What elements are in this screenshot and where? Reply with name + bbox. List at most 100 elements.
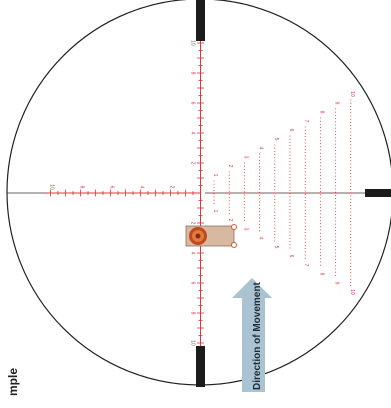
lead-dot [213,202,215,204]
lead-dot [335,143,337,145]
lead-dot [259,163,261,165]
lead-dot [319,187,321,189]
lead-dot [350,195,352,197]
lead-dot [259,223,261,225]
lead-dot [319,219,321,221]
lead-dot [304,203,306,205]
lead-dot [335,223,337,225]
lead-dot [304,152,306,154]
lead-dot [350,115,352,117]
lead-dot [304,180,306,182]
lead-dot [259,211,261,213]
lead-dot [304,196,306,198]
lead-dot [304,251,306,253]
lead-dot [350,125,352,127]
lead-dot [335,262,337,264]
lead-dot [335,191,337,193]
lead-dot [350,121,352,123]
vertical-scale-ticks [197,42,204,344]
lead-dot [304,161,306,163]
lead-dot [350,144,352,146]
lead-dot [350,112,352,114]
lead-dot [274,227,276,229]
lead-dot [304,193,306,195]
lead-dot [274,208,276,210]
lead-dot [335,239,337,241]
lead-dot [335,271,337,273]
lead-dot [335,182,337,184]
lead-dot [350,272,352,274]
lead-dot [350,137,352,139]
lead-dot [350,205,352,207]
lead-dot [335,226,337,228]
lead-dot [274,214,276,216]
lead-dot [289,154,291,156]
lead-dot [243,162,245,164]
vertical-scale-labels: 10 8 6 4 2 2 4 6 8 10 [190,40,196,346]
lead-dot [274,160,276,162]
target-handle [231,242,237,248]
lead-dot [304,216,306,218]
lead-dot [304,171,306,173]
lead-dot [350,99,352,101]
lead-dot [289,228,291,230]
lead-dot [304,257,306,259]
lead-dot [335,172,337,174]
lead-dot [259,230,261,232]
lead-dot [335,169,337,171]
lead-dot [228,171,230,173]
lead-dot [319,184,321,186]
lead-dot [319,261,321,263]
lead-dot [319,239,321,241]
right-post [365,189,391,197]
lead-dot [304,168,306,170]
right-lead-label: 4 [258,147,264,150]
lower-lead-label: 6 [288,255,294,258]
lead-dot [335,150,337,152]
lead-dot [289,202,291,204]
lead-dot [350,265,352,267]
lead-dot [274,234,276,236]
lead-dot [289,177,291,179]
vertical-scale-label: 8 [190,312,196,315]
lead-dot [259,172,261,174]
right-lead-label: 3 [242,156,248,159]
lead-dot [228,190,230,192]
lead-dot [335,178,337,180]
lead-dot [335,166,337,168]
lead-dot [319,210,321,212]
lead-dot [350,227,352,229]
lead-dot [319,152,321,154]
lead-dot [335,114,337,116]
lead-dot [350,131,352,133]
vertical-scale-label: 6 [190,102,196,105]
lead-dot [304,212,306,214]
bottom-post [196,346,205,387]
lead-dot [304,132,306,134]
lead-dot [243,172,245,174]
lead-dot [213,193,215,195]
lead-dot [335,214,337,216]
lead-dot [304,244,306,246]
lead-dot [289,138,291,140]
lead-dot [350,160,352,162]
lead-dot [335,130,337,132]
lead-dot [304,254,306,256]
lead-dot [274,198,276,200]
lead-dot [228,177,230,179]
vertical-scale-label: 2 [190,162,196,165]
lead-dot [274,205,276,207]
lead-dot [243,184,245,186]
lower-lead-label: 7 [303,264,309,267]
lead-dot [259,198,261,200]
lead-dot [243,216,245,218]
lead-dot [289,247,291,249]
lead-dot [274,150,276,152]
lead-dot [350,198,352,200]
lead-dot [350,237,352,239]
lead-dot [259,201,261,203]
lead-dot [335,194,337,196]
lead-dot [304,241,306,243]
lead-dot [243,197,245,199]
